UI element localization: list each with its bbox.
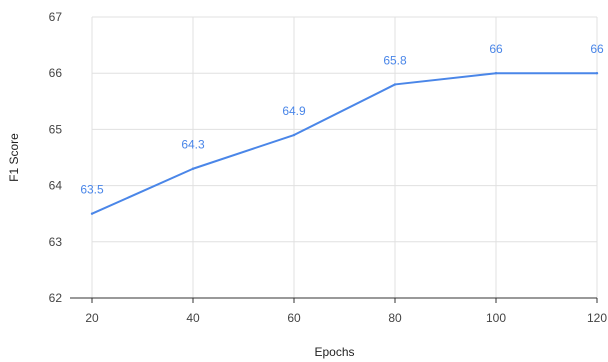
x-tick-label: 20 xyxy=(85,311,99,325)
x-axis-title: Epochs xyxy=(314,345,354,359)
x-tick-label: 40 xyxy=(186,311,200,325)
data-label: 64.3 xyxy=(181,138,205,152)
x-tick-label: 100 xyxy=(486,311,506,325)
data-point xyxy=(191,167,195,170)
series-group: 63.5 64.3 64.9 65.8 66 66 xyxy=(80,42,604,215)
data-point xyxy=(393,83,397,86)
y-tick-label: 65 xyxy=(49,122,63,136)
data-label: 66 xyxy=(590,42,604,56)
data-label: 63.5 xyxy=(80,183,104,197)
grid-lines xyxy=(91,16,598,299)
x-tick-label: 80 xyxy=(388,311,402,325)
data-label: 65.8 xyxy=(383,53,407,67)
y-axis-title: F1 Score xyxy=(7,133,21,182)
data-point xyxy=(494,72,498,75)
x-tick-label: 60 xyxy=(287,311,301,325)
data-point xyxy=(595,72,599,75)
data-point xyxy=(90,212,94,215)
x-axis-ticks: 20 40 60 80 100 120 xyxy=(85,298,607,325)
data-point xyxy=(292,133,296,137)
y-tick-label: 63 xyxy=(49,235,63,249)
y-tick-label: 67 xyxy=(49,10,63,24)
y-tick-label: 66 xyxy=(49,66,63,80)
x-tick-label: 120 xyxy=(587,311,607,325)
series-line xyxy=(91,72,597,215)
y-tick-label: 64 xyxy=(49,179,63,193)
data-label: 64.9 xyxy=(282,104,306,118)
y-axis-ticks: 62 63 64 65 66 67 xyxy=(49,10,63,305)
y-tick-label: 62 xyxy=(49,291,63,305)
data-label: 66 xyxy=(489,42,503,56)
